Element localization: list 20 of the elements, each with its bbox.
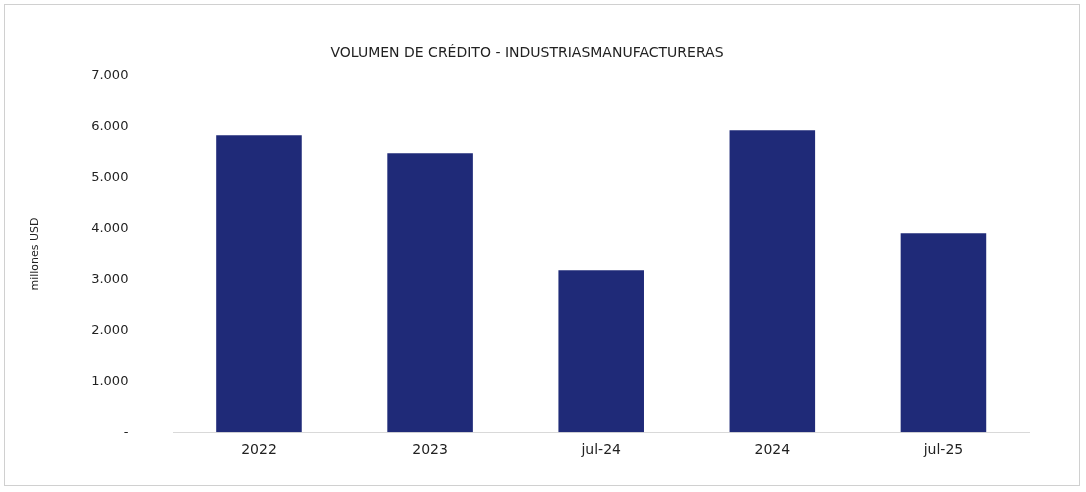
x-tick-label: 2024 [754, 441, 791, 458]
bar [216, 135, 302, 433]
x-tick-label: jul-25 [922, 441, 964, 458]
x-tick-label: 2023 [412, 441, 448, 458]
y-tick-label: 3.000 [91, 270, 129, 286]
bar [387, 153, 473, 433]
y-axis-title: millones USD [28, 217, 42, 291]
chart-title: VOLUMEN DE CRÉDITO - INDUSTRIASMANUFACTURERAS [330, 44, 724, 61]
y-tick-label: 5.000 [91, 169, 129, 184]
y-tick-label: 6.000 [91, 118, 129, 134]
x-tick-label: jul-24 [580, 441, 622, 458]
y-tick-label: 2.000 [91, 321, 129, 337]
bar [900, 233, 987, 433]
bar [729, 130, 816, 433]
bar [558, 270, 644, 433]
y-tick-label: 4.000 [91, 219, 129, 235]
y-tick-label: 1.000 [91, 372, 129, 388]
x-tick-label: 2022 [241, 441, 277, 458]
y-tick-label: 7.000 [91, 67, 129, 83]
y-tick-label: - [123, 423, 129, 439]
